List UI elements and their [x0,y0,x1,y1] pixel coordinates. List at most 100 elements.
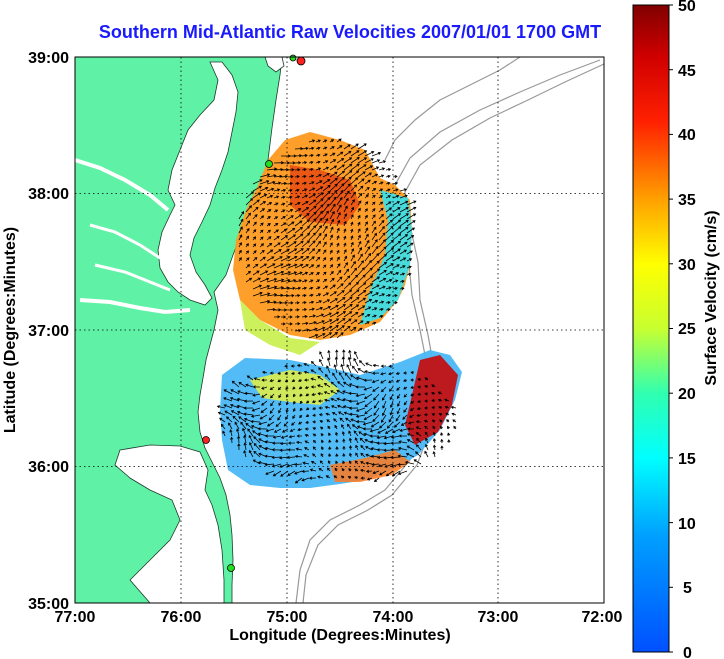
velocity-arrow [395,414,401,422]
velocity-arrow [378,174,385,178]
velocity-arrow [259,222,264,227]
colorbar-tick-label: 0 [683,645,692,659]
velocity-arrow [343,213,347,220]
velocity-arrow [348,452,353,458]
velocity-arrow [294,470,303,475]
velocity-arrow [392,181,399,185]
velocity-arrow [287,286,296,290]
velocity-arrow [343,318,352,325]
velocity-arrow [219,417,226,423]
velocity-arrow [223,389,233,395]
velocity-arrow [329,325,339,332]
velocity-arrow [385,293,392,297]
velocity-arrow [252,385,261,389]
velocity-arrow [364,370,373,374]
velocity-arrow [360,468,366,472]
velocity-arrow [259,180,270,185]
velocity-arrow [293,400,296,405]
velocity-arrow [399,249,407,255]
velocity-arrow [243,412,254,416]
velocity-arrow [377,428,387,434]
velocity-arrow [280,188,287,192]
velocity-arrow [308,153,314,158]
velocity-arrow [350,221,354,227]
velocity-arrow [350,319,358,325]
velocity-arrow [371,276,381,283]
velocity-arrow [357,178,365,185]
velocity-arrow [399,226,409,234]
velocity-arrow [364,165,374,171]
velocity-arrow [264,434,274,438]
velocity-arrow [318,406,323,410]
velocity-arrow [363,378,373,382]
velocity-arrow [264,454,275,458]
velocity-arrow [350,260,356,269]
velocity-arrow [406,220,416,227]
velocity-arrow [315,180,323,185]
velocity-arrow [268,414,275,421]
velocity-arrow [395,379,401,383]
station-marker-red-south [202,436,210,444]
colorbar-title: Surface Velocity (cm/s) [703,210,720,385]
velocity-arrow [294,161,302,165]
velocity-arrow [288,315,293,319]
velocity-arrow [287,227,296,234]
velocity-arrow [432,450,436,458]
velocity-arrow [385,188,391,192]
velocity-arrow [279,441,289,446]
velocity-arrow [259,299,271,304]
velocity-arrow [350,150,360,157]
velocity-arrow [261,378,268,382]
velocity-arrow [357,150,368,157]
velocity-arrow [315,326,326,332]
velocity-arrow [280,181,287,186]
velocity-arrow [301,174,307,179]
velocity-arrow [329,165,338,171]
velocity-arrow [222,430,226,437]
velocity-arrow [378,239,386,248]
velocity-arrow [308,199,317,206]
velocity-arrow [277,379,282,383]
velocity-arrow [279,448,289,452]
velocity-arrow [287,221,295,227]
velocity-arrow [324,405,331,409]
velocity-arrow [400,421,408,426]
velocity-arrow [329,183,338,192]
velocity-arrow [336,263,341,269]
velocity-arrow [308,314,316,318]
velocity-arrow [301,225,310,234]
velocity-arrow [344,372,352,381]
albemarle-sound [114,444,225,603]
velocity-arrow [245,250,249,255]
velocity-arrow [266,242,273,248]
velocity-arrow [341,424,345,430]
velocity-arrow [355,393,366,398]
velocity-arrow [301,240,310,248]
velocity-arrow [396,386,401,391]
velocity-arrow [385,308,391,312]
velocity-arrow [322,233,328,241]
velocity-arrow [350,241,354,248]
velocity-arrow [322,249,327,255]
velocity-arrow [350,199,355,206]
velocity-arrow [343,163,353,171]
velocity-arrow [341,356,345,367]
velocity-arrow [336,189,344,199]
velocity-arrow [308,476,317,480]
velocity-arrow [301,181,307,185]
velocity-arrow [357,320,364,325]
velocity-arrow [424,392,429,396]
velocity-field-north-hot [290,165,360,225]
velocity-arrow [438,406,443,410]
velocity-arrow [402,414,408,420]
velocity-arrow [336,170,346,178]
velocity-arrow [339,417,345,423]
velocity-arrow [364,239,370,248]
velocity-arrow [285,407,289,413]
velocity-arrow [269,379,275,383]
velocity-arrow [308,160,314,165]
colorbar-tick-label: 50 [678,0,696,15]
velocity-arrow [238,242,242,248]
colorbar-tick-label: 25 [678,321,696,338]
velocity-arrow [322,257,327,262]
